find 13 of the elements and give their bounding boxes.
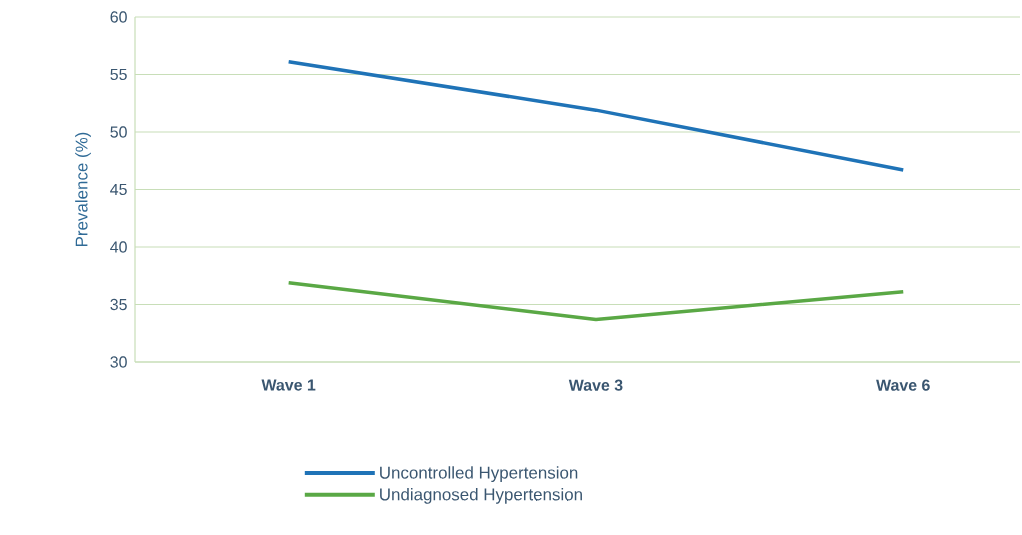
y-tick-label: 35 (110, 298, 127, 311)
y-axis-title: Prevalence (%) (75, 132, 91, 246)
y-tick-label: 50 (110, 126, 127, 138)
x-tick-label: Wave 6 (876, 379, 930, 391)
y-tick-label: 60 (110, 11, 127, 23)
legend-label: Uncontrolled Hypertension (380, 466, 578, 483)
y-tick-label: 30 (110, 356, 127, 368)
y-tick-label: 55 (110, 68, 127, 81)
x-tick-label: Wave 1 (261, 379, 316, 391)
y-tick-label: 45 (110, 183, 127, 196)
x-tick-label: Wave 3 (568, 379, 623, 391)
legend-label: Undiagnosed Hypertension (380, 487, 582, 504)
y-tick-label: 40 (110, 241, 127, 253)
